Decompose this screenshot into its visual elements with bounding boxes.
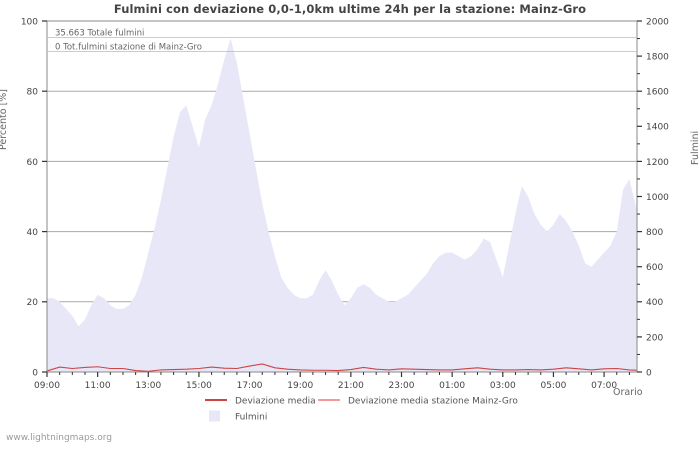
- chart-annotations: 35.663 Totale fulmini 0 Tot.fulmini stazi…: [48, 29, 636, 53]
- y-axis-ticks-right: 0 200 400 600 800 1000 1200 1400 1600 1800 2000: [637, 17, 669, 378]
- y-tick-label-right: 1000: [646, 193, 669, 203]
- y-tick-label-left: 60: [27, 158, 39, 168]
- chart-legend: Deviazione media Deviazione media stazion…: [205, 396, 518, 422]
- y-tick-label-right: 200: [646, 333, 663, 343]
- y-tick-label-left: 100: [21, 17, 38, 27]
- y-tick-label-left: 40: [27, 228, 39, 238]
- annotation-text-0: 35.663 Totale fulmini: [55, 29, 144, 39]
- legend-label: Deviazione media: [235, 396, 316, 406]
- y-tick-label-right: 0: [646, 368, 652, 378]
- legend-marker-swatch: [209, 410, 220, 422]
- x-tick-label: 15:00: [186, 381, 212, 391]
- y-tick-label-right: 1200: [646, 158, 669, 168]
- chart-title: Fulmini con deviazione 0,0-1,0km ultime …: [113, 2, 587, 16]
- x-tick-label: 07:00: [591, 381, 617, 391]
- x-tick-label: 21:00: [338, 381, 364, 391]
- y-tick-label-right: 600: [646, 263, 663, 273]
- y-tick-label-right: 800: [646, 228, 663, 238]
- x-tick-label: 17:00: [237, 381, 263, 391]
- y-tick-label-left: 80: [27, 88, 39, 98]
- x-tick-label: 01:00: [439, 381, 465, 391]
- x-tick-label: 05:00: [540, 381, 566, 391]
- y-tick-label-left: 0: [32, 368, 38, 378]
- x-tick-label: 03:00: [490, 381, 516, 391]
- area-series-fulmini: [47, 38, 637, 373]
- y-tick-label-right: 1600: [646, 88, 669, 98]
- area-path-fulmini: [47, 38, 637, 373]
- x-tick-label: 09:00: [34, 381, 60, 391]
- legend-label: Fulmini: [235, 412, 267, 422]
- y-tick-label-right: 1800: [646, 53, 669, 63]
- y-tick-label-right: 2000: [646, 17, 669, 27]
- line-path-deviazione-media: [46, 363, 638, 372]
- watermark-url: www.lightningmaps.org: [6, 433, 112, 443]
- x-axis-title: Orario: [613, 387, 643, 398]
- x-tick-label: 13:00: [135, 381, 161, 391]
- y-tick-label-left: 20: [27, 298, 39, 308]
- x-tick-label: 23:00: [389, 381, 415, 391]
- annotation-text-1: 0 Tot.fulmini stazione di Mainz-Gro: [55, 43, 202, 53]
- y-tick-label-right: 1400: [646, 123, 669, 133]
- x-axis-ticks: 09:00 11:00 13:00 15:00 17:00 19:00 21:00 23:00…: [34, 372, 630, 391]
- legend-label: Deviazione media stazione Mainz-Gro: [348, 396, 518, 406]
- y-tick-label-right: 400: [646, 298, 663, 308]
- line-series-deviazione: [46, 363, 638, 372]
- y-axis-ticks-left: 0 20 40 60 80 100: [21, 17, 47, 378]
- x-tick-label: 11:00: [85, 381, 111, 391]
- x-tick-label: 19:00: [287, 381, 313, 391]
